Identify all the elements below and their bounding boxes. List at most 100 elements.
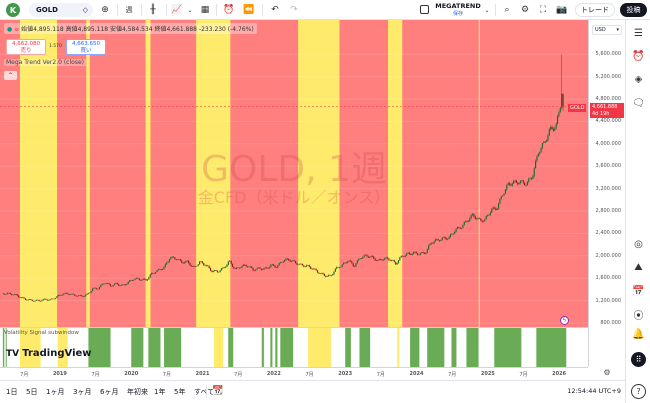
collapse-legend-button[interactable]: ⌃	[4, 71, 17, 80]
candle-body	[377, 259, 379, 261]
candle-body	[375, 260, 378, 261]
price-axis[interactable]: USD ▾ 800.000 1,200.000 1,600.000 2,000.000 2…	[588, 20, 625, 367]
bell-icon[interactable]: 🔔	[632, 329, 645, 340]
calendar-icon[interactable]: 📅	[632, 286, 645, 297]
candle-body	[541, 143, 544, 148]
candle-body	[244, 264, 246, 266]
chat-icon[interactable]: 🗨	[632, 98, 645, 109]
last-price-label: 4,661.888 4d 19h	[590, 103, 624, 118]
gear-icon[interactable]: ⚙	[520, 5, 530, 15]
range-button[interactable]: 1年	[154, 388, 166, 396]
interval-button[interactable]: 週	[125, 6, 133, 14]
candle-body	[130, 280, 132, 281]
trade-button[interactable]: トレード	[575, 3, 615, 17]
candle-body	[200, 261, 202, 263]
templates-grid-icon[interactable]: ▦	[200, 5, 210, 15]
layout-name-button[interactable]: MEGATREND 保存	[434, 2, 482, 18]
range-button[interactable]: すべて	[194, 388, 215, 396]
candle-body	[540, 147, 542, 153]
candle-body	[359, 258, 361, 259]
layers-icon[interactable]: ◈	[634, 74, 643, 85]
symbol-search[interactable]: GOLD ◇	[29, 3, 93, 17]
axis-settings-icon[interactable]: ⚙	[603, 368, 611, 377]
candle-body	[381, 259, 383, 261]
candle-body	[301, 263, 304, 266]
fullscreen-icon[interactable]: ⛶	[539, 5, 547, 15]
mountains-icon[interactable]: ⛰	[634, 262, 643, 273]
candle-body	[23, 297, 25, 299]
range-button[interactable]: 年初来	[127, 388, 148, 396]
clock-timezone[interactable]: 12:54:44 UTC+9	[567, 387, 621, 395]
range-button[interactable]: 3ヶ月	[73, 388, 92, 396]
candle-body	[65, 292, 68, 294]
candle-body	[517, 182, 519, 185]
candle-body	[478, 217, 480, 219]
candle-body	[545, 140, 548, 142]
time-tick-label: 2020	[124, 371, 139, 377]
candle-body	[493, 207, 496, 209]
indicators-icon[interactable]: 📈	[171, 5, 183, 15]
watchlist-icon[interactable]: ☰	[634, 28, 643, 39]
menu-icon[interactable]: ≡	[14, 26, 20, 33]
alarm-clock-icon[interactable]: ⏰	[632, 51, 645, 62]
quick-search-icon[interactable]: ⌕	[504, 5, 510, 15]
candle-body	[251, 266, 253, 269]
candle-type-icon[interactable]: ╫	[150, 5, 156, 15]
user-avatar[interactable]: K	[6, 3, 20, 17]
range-button[interactable]: 6ヶ月	[100, 388, 119, 396]
signal-bar-active	[536, 328, 567, 367]
candle-body	[480, 218, 482, 221]
chevron-down-icon[interactable]: ⌄	[187, 6, 193, 14]
alert-add-icon[interactable]: ⏰	[223, 5, 235, 15]
candle-body	[215, 270, 217, 271]
range-button[interactable]: 1ヶ月	[46, 388, 65, 396]
range-button[interactable]: 5日	[26, 388, 38, 396]
apps-grid-icon[interactable]: ⠿	[631, 352, 646, 367]
compare-plus-icon[interactable]: ⊕	[101, 5, 109, 15]
candle-body	[263, 268, 265, 270]
time-tick-label: 7月	[376, 372, 385, 378]
price-chart	[0, 20, 588, 327]
sell-button[interactable]: 4,662.080 売り	[6, 39, 46, 55]
candle-body	[485, 215, 487, 219]
camera-icon[interactable]: 📷	[556, 5, 568, 15]
candle-body	[82, 296, 84, 297]
chevron-down-icon[interactable]: ⌄	[484, 6, 490, 14]
candle-body	[403, 256, 405, 257]
signal-broadcast-icon[interactable]: ⦿	[633, 311, 644, 322]
candle-body	[445, 238, 448, 240]
indicator-legend[interactable]: Mega Trend Ver2.0 (close)	[4, 59, 86, 66]
date-range-calendar-icon[interactable]: 📆	[212, 386, 224, 396]
range-button[interactable]: 1日	[6, 388, 18, 396]
candle-body	[64, 292, 66, 294]
price-tick-label: 4,800.000	[595, 96, 621, 102]
time-axis[interactable]: 7月 2019 7月 2020 7月 2021 7月 2022 7月 2023 7月 2024 7月 20…	[0, 367, 588, 380]
help-icon[interactable]: ?	[631, 384, 646, 399]
tradingview-logo[interactable]: 𝗧𝗩 TradingView	[6, 348, 92, 359]
target-icon[interactable]: ◎	[634, 239, 643, 250]
main-chart-pane[interactable]	[0, 20, 588, 327]
candle-body	[499, 198, 501, 204]
candle-body	[307, 265, 309, 266]
subwindow-title[interactable]: Volatility Signal subwindow	[4, 330, 79, 336]
candle-body	[15, 294, 17, 295]
undo-icon[interactable]: ↶	[271, 5, 279, 15]
candle-body	[24, 298, 26, 300]
signal-bar-active	[466, 328, 479, 367]
candle-body	[101, 284, 103, 285]
redo-icon[interactable]: ↷	[290, 5, 298, 15]
range-button[interactable]: 5年	[174, 388, 186, 396]
buy-button[interactable]: 4,663.650 買い	[66, 39, 106, 55]
lightning-event-icon[interactable]: ϟ	[560, 316, 569, 325]
candle-body	[374, 258, 376, 261]
candle-body	[463, 221, 465, 225]
candle-body	[150, 272, 153, 275]
replay-icon[interactable]: ⏪	[243, 5, 255, 15]
candle-body	[437, 239, 439, 241]
trend-band-neutral	[145, 20, 151, 327]
currency-select[interactable]: USD ▾	[592, 25, 622, 35]
post-button[interactable]: 投稿	[620, 3, 647, 17]
volatility-subwindow[interactable]	[0, 327, 588, 367]
candle-body	[54, 297, 57, 299]
layout-checkbox-icon[interactable]	[420, 5, 429, 14]
